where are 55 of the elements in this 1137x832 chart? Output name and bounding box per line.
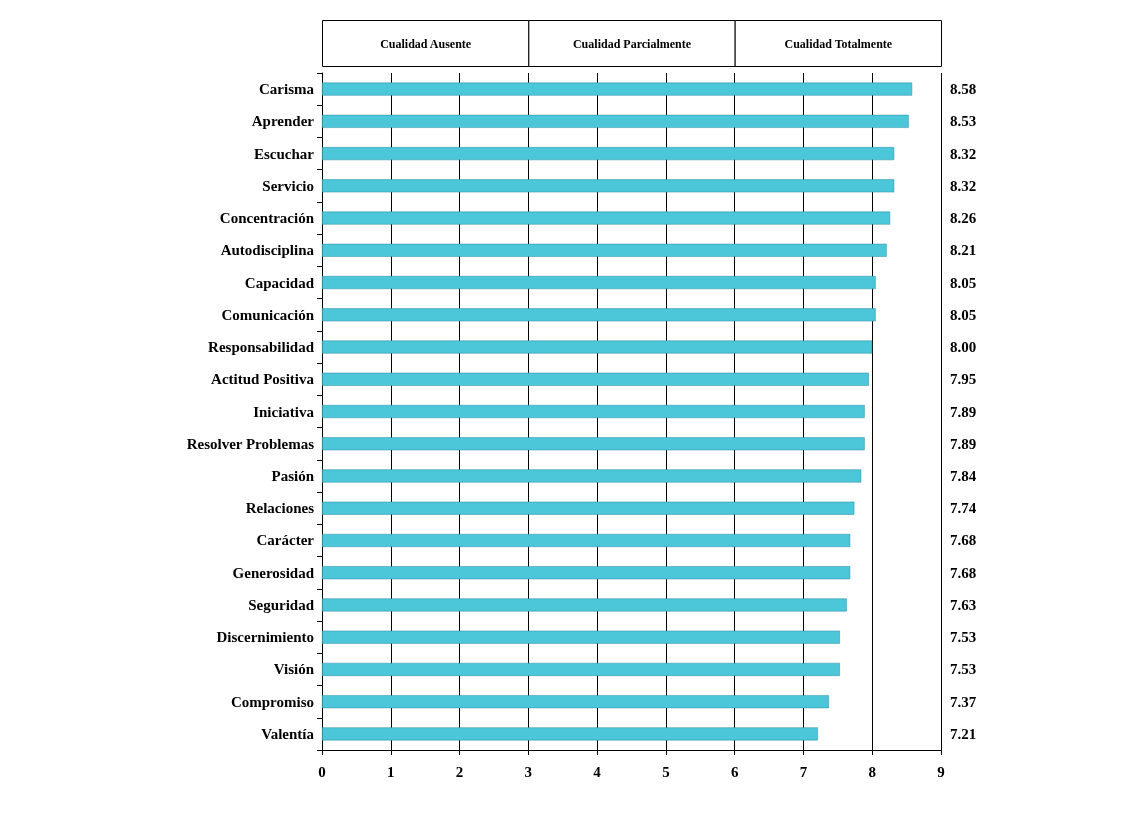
data-label: 8.53: [950, 113, 977, 130]
y-tick-label: Carácter: [256, 532, 315, 549]
y-tick-label: Discernimiento: [216, 629, 314, 646]
data-label: 7.53: [950, 629, 977, 646]
y-tick-label: Carisma: [259, 81, 315, 98]
x-tick-label: 7: [799, 763, 808, 780]
y-tick-label: Visión: [273, 661, 315, 678]
y-tick-label: Servicio: [262, 177, 314, 194]
y-tick-label: Concentración: [219, 210, 315, 227]
text: Cualidad Parcialmente: [572, 36, 692, 51]
data-label: 7.95: [950, 371, 977, 388]
y-tick-label: Escuchar: [254, 145, 315, 162]
data-label: 7.53: [950, 661, 977, 678]
data-label: 8.05: [950, 306, 977, 323]
y-tick-label: Aprender: [251, 113, 315, 130]
y-tick-label: Generosidad: [232, 564, 315, 581]
x-tick-label: 3: [524, 763, 533, 780]
x-tick-label: 6: [730, 763, 739, 780]
x-tick-label: 0: [318, 763, 326, 780]
x-tick-label: 1: [387, 763, 395, 780]
y-tick-label: Iniciativa: [253, 403, 315, 420]
y-tick-label: Capacidad: [244, 274, 315, 291]
y-tick-label: Resolver Problemas: [186, 435, 315, 452]
data-label: 7.89: [950, 403, 977, 420]
data-label: 7.68: [950, 532, 977, 549]
x-tick-label: 8: [868, 763, 876, 780]
x-tick-label: 5: [662, 763, 670, 780]
data-label: 8.32: [950, 145, 977, 162]
y-tick-label: Autodisciplina: [220, 242, 315, 259]
y-tick-label: Relaciones: [245, 500, 315, 517]
data-label: 7.63: [950, 596, 977, 613]
text: Cualidad Ausente: [380, 36, 472, 51]
x-tick-label: 4: [593, 763, 602, 780]
y-tick-label: Actitud Positiva: [211, 371, 315, 388]
data-label: 8.26: [950, 210, 977, 227]
y-tick-label: Responsabilidad: [208, 339, 315, 356]
y-tick-label: Valentía: [261, 725, 315, 742]
x-tick-label: 2: [455, 763, 464, 780]
data-label: 8.21: [950, 242, 977, 259]
y-tick-label: Compromiso: [230, 693, 314, 710]
data-label: 8.05: [950, 274, 977, 291]
data-label: 8.32: [950, 177, 977, 194]
y-tick-label: Comunicación: [221, 306, 315, 323]
data-label: 7.84: [950, 467, 977, 484]
data-label: 7.68: [950, 564, 977, 581]
x-tick-label: 9: [937, 763, 945, 780]
data-label: 8.58: [950, 81, 977, 98]
data-label: 7.74: [950, 500, 977, 517]
data-label: 7.89: [950, 435, 977, 452]
y-tick-label: Seguridad: [248, 596, 315, 613]
data-label: 7.21: [950, 725, 977, 742]
text: Cualidad Totalmente: [784, 36, 893, 51]
y-tick-label: Pasión: [271, 467, 315, 484]
data-label: 8.00: [950, 339, 977, 356]
data-label: 7.37: [950, 693, 977, 710]
